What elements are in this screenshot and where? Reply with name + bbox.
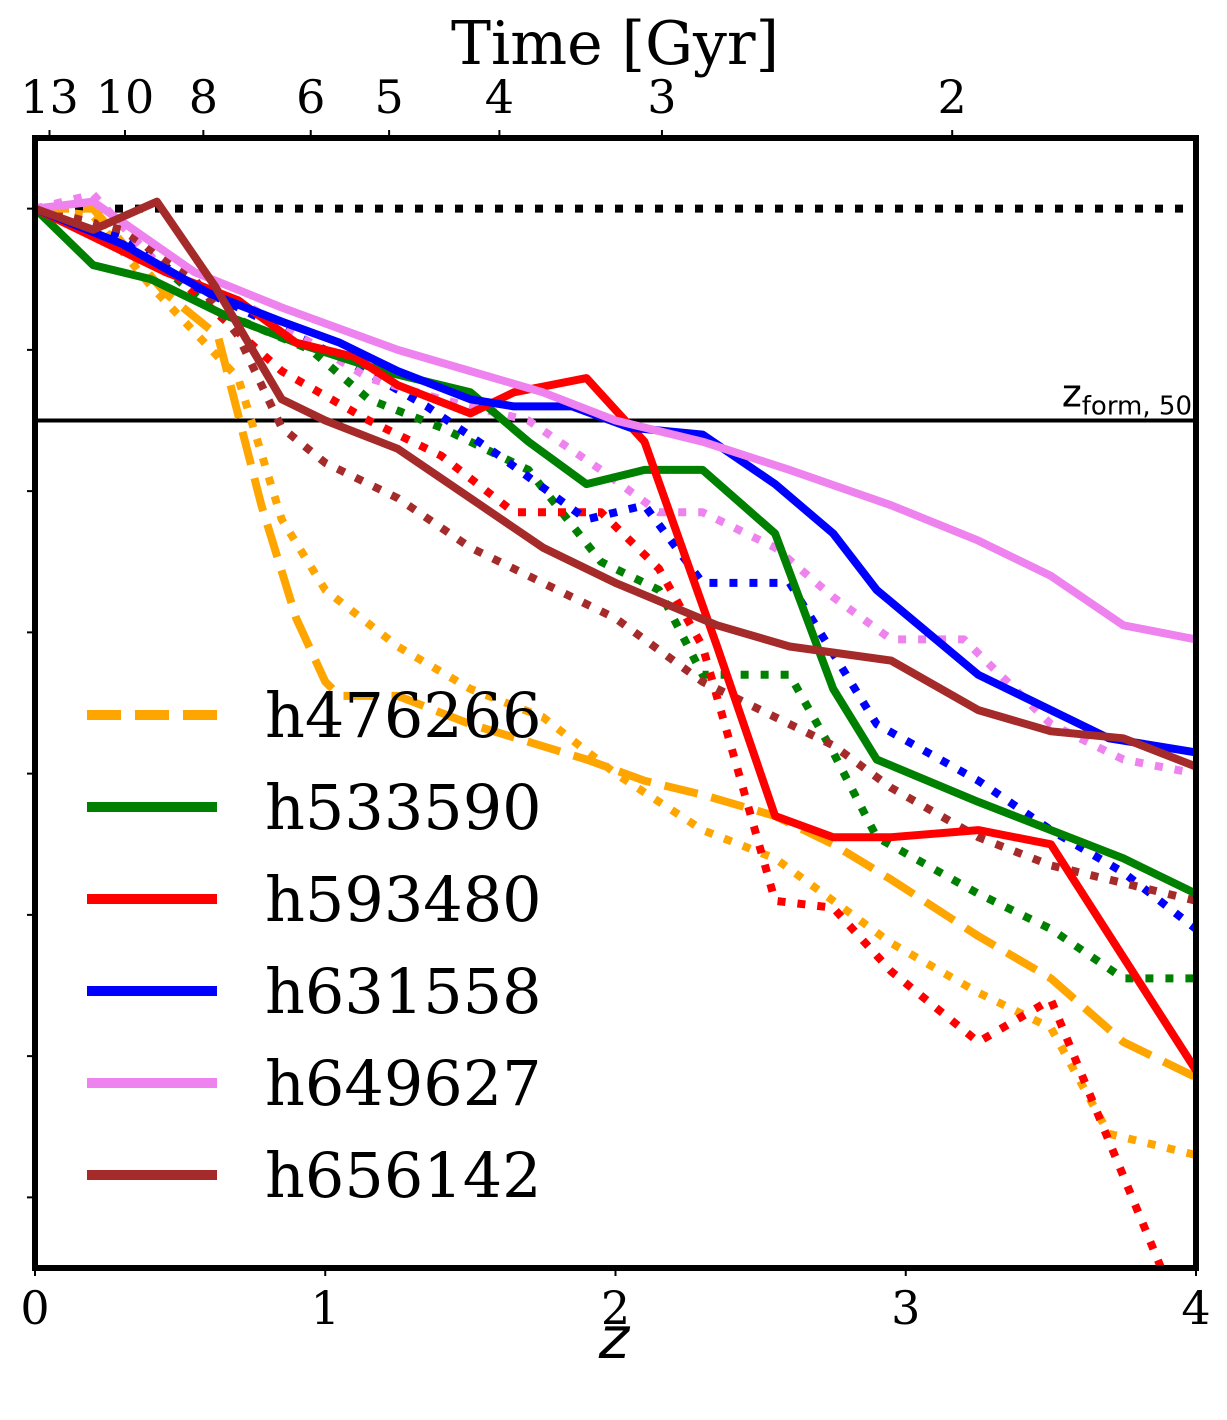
legend-label-h593480: h593480 bbox=[265, 863, 542, 936]
x-tick-label: 3 bbox=[891, 1281, 920, 1335]
top-tick-label: 6 bbox=[296, 70, 325, 124]
top-tick-label: 8 bbox=[189, 70, 218, 124]
top-tick-label: 3 bbox=[647, 70, 676, 124]
legend-label-h649627: h649627 bbox=[265, 1047, 542, 1120]
series-line-h533590 bbox=[35, 205, 1196, 898]
top-tick-label: 5 bbox=[374, 70, 403, 124]
x-tick-label: 2 bbox=[601, 1281, 630, 1335]
zform-label: zform, 50 bbox=[1062, 372, 1192, 422]
legend: h476266 h533590 h593480 h631558 h649627 h6561… bbox=[87, 679, 542, 1212]
series-line-dotted-h649627 bbox=[35, 190, 1196, 778]
x-tick-label: 0 bbox=[20, 1281, 49, 1335]
legend-label-h656142: h656142 bbox=[265, 1139, 542, 1212]
top-tick-label: 2 bbox=[938, 70, 967, 124]
legend-label-h476266: h476266 bbox=[265, 679, 542, 752]
series-line-h656142 bbox=[35, 197, 1196, 771]
x-tick-label: 4 bbox=[1181, 1281, 1210, 1335]
zform-label-main: z bbox=[1062, 372, 1082, 416]
series-line-dotted-h593480 bbox=[35, 204, 1166, 1268]
series-line-h476266 bbox=[35, 204, 1196, 1081]
x-axis-label: z bbox=[598, 1304, 631, 1372]
series-line-h593480 bbox=[35, 205, 1196, 1073]
x-tick-label: 1 bbox=[311, 1281, 340, 1335]
top-axis-ticks: 13 10 8 6 5 4 3 2 bbox=[20, 70, 967, 138]
top-tick-label: 13 bbox=[20, 70, 79, 124]
x-axis-ticks: 0 1 2 3 4 bbox=[20, 1268, 1211, 1335]
zform-label-subscript: form, 50 bbox=[1082, 392, 1192, 422]
series-line-dotted-h533590 bbox=[35, 204, 1196, 983]
series-line-h649627 bbox=[35, 197, 1196, 644]
legend-label-h533590: h533590 bbox=[265, 771, 542, 844]
series-line-dotted-h476266 bbox=[35, 204, 1196, 1159]
series-line-dotted-h656142 bbox=[35, 204, 1196, 905]
top-tick-label: 4 bbox=[485, 70, 514, 124]
solid-series-group bbox=[35, 197, 1196, 1081]
top-axis-label: Time [Gyr] bbox=[451, 9, 779, 79]
legend-label-h631558: h631558 bbox=[265, 955, 542, 1028]
plot-frame bbox=[32, 135, 1199, 1271]
top-tick-label: 10 bbox=[96, 70, 155, 124]
